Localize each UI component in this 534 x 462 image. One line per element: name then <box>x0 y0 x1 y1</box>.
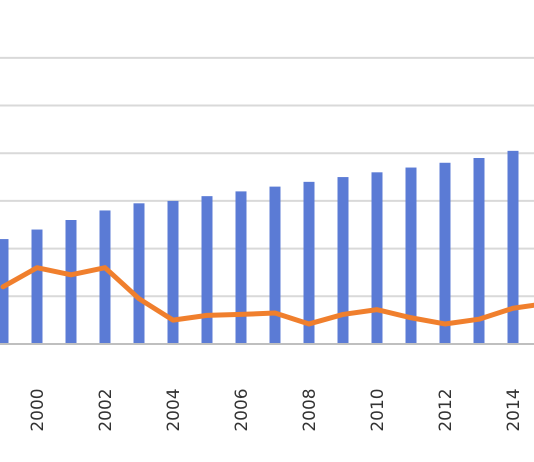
bar-1999 <box>0 239 9 344</box>
bar-2011 <box>405 167 417 344</box>
bar-2014 <box>507 150 519 344</box>
bar-2006 <box>235 191 247 344</box>
gridlines <box>0 56 534 298</box>
bar-series <box>0 150 519 344</box>
x-tick-label-2002: 2002 <box>96 388 116 431</box>
x-tick-label-2014: 2014 <box>504 388 524 431</box>
bar-2000 <box>31 229 43 344</box>
x-tick-label-2012: 2012 <box>436 388 456 431</box>
x-tick-label-2006: 2006 <box>232 388 252 431</box>
bar-2013 <box>473 158 485 344</box>
bar-2005 <box>201 196 213 344</box>
bar-2007 <box>269 186 281 344</box>
x-axis-tick-labels: 2000 2002 2004 2006 2008 2010 2012 2014 <box>28 388 524 431</box>
bar-2003 <box>133 203 145 344</box>
bar-2001 <box>65 220 77 344</box>
bar-2008 <box>303 181 315 344</box>
x-tick-label-2008: 2008 <box>300 388 320 431</box>
bar-2004 <box>167 200 179 344</box>
bar-2012 <box>439 162 451 344</box>
bar-2002 <box>99 210 111 344</box>
bar-2009 <box>337 177 349 344</box>
x-tick-label-2010: 2010 <box>368 388 388 431</box>
x-tick-label-2004: 2004 <box>164 388 184 431</box>
x-tick-label-2000: 2000 <box>28 388 48 431</box>
line-series <box>0 265 534 327</box>
bar-2010 <box>371 172 383 344</box>
